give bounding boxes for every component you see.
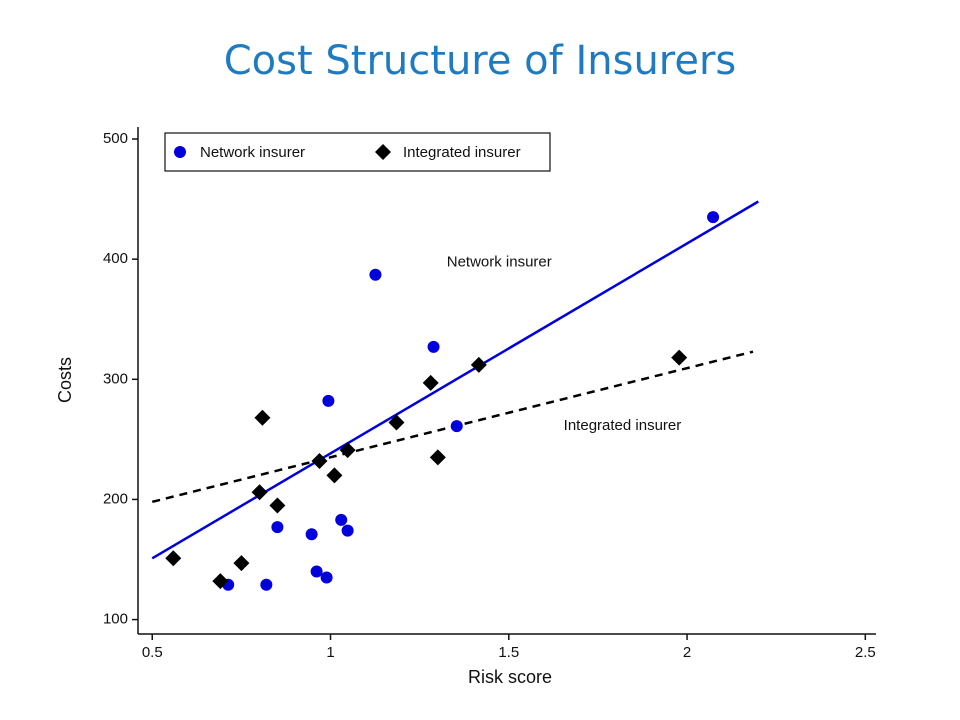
y-tick-label: 100 bbox=[103, 611, 128, 628]
point bbox=[427, 340, 440, 353]
point bbox=[165, 550, 182, 567]
point bbox=[305, 528, 318, 541]
y-tick-label: 500 bbox=[103, 130, 128, 147]
legend-box bbox=[164, 132, 551, 172]
legend-marker bbox=[375, 144, 391, 160]
legend-label: Network insurer bbox=[200, 144, 305, 161]
point bbox=[450, 420, 463, 433]
point bbox=[429, 449, 446, 466]
point bbox=[311, 452, 328, 469]
point bbox=[320, 571, 333, 584]
y-tick-label: 200 bbox=[103, 490, 128, 507]
point bbox=[260, 578, 273, 591]
x-tick-label: 0.5 bbox=[142, 644, 163, 661]
point bbox=[251, 484, 268, 501]
point bbox=[271, 521, 284, 534]
annotation: Integrated insurer bbox=[564, 417, 682, 434]
y-tick-label: 400 bbox=[103, 250, 128, 267]
point bbox=[310, 565, 323, 578]
point bbox=[269, 497, 286, 514]
legend-label: Integrated insurer bbox=[403, 144, 521, 161]
annotation: Network insurer bbox=[447, 254, 552, 271]
point bbox=[341, 524, 354, 537]
point bbox=[671, 349, 688, 366]
x-tick-label: 2.5 bbox=[855, 644, 876, 661]
y-tick-label: 300 bbox=[103, 370, 128, 387]
point bbox=[388, 414, 405, 431]
point bbox=[707, 211, 720, 224]
x-axis-label: Risk score bbox=[468, 667, 552, 687]
chart-title: Cost Structure of Insurers bbox=[224, 38, 737, 84]
point bbox=[254, 409, 271, 426]
point bbox=[326, 467, 343, 484]
fit-line bbox=[151, 200, 759, 560]
point bbox=[422, 374, 439, 391]
point bbox=[212, 573, 229, 590]
point bbox=[322, 394, 335, 407]
point bbox=[369, 268, 382, 281]
x-tick-label: 2 bbox=[683, 644, 691, 661]
point bbox=[335, 513, 348, 526]
point bbox=[339, 442, 356, 459]
x-tick-label: 1.5 bbox=[498, 644, 519, 661]
y-axis-label: Costs bbox=[55, 357, 75, 403]
point bbox=[233, 555, 250, 572]
point bbox=[470, 356, 487, 373]
legend-marker bbox=[174, 146, 186, 158]
x-tick-label: 1 bbox=[326, 644, 334, 661]
